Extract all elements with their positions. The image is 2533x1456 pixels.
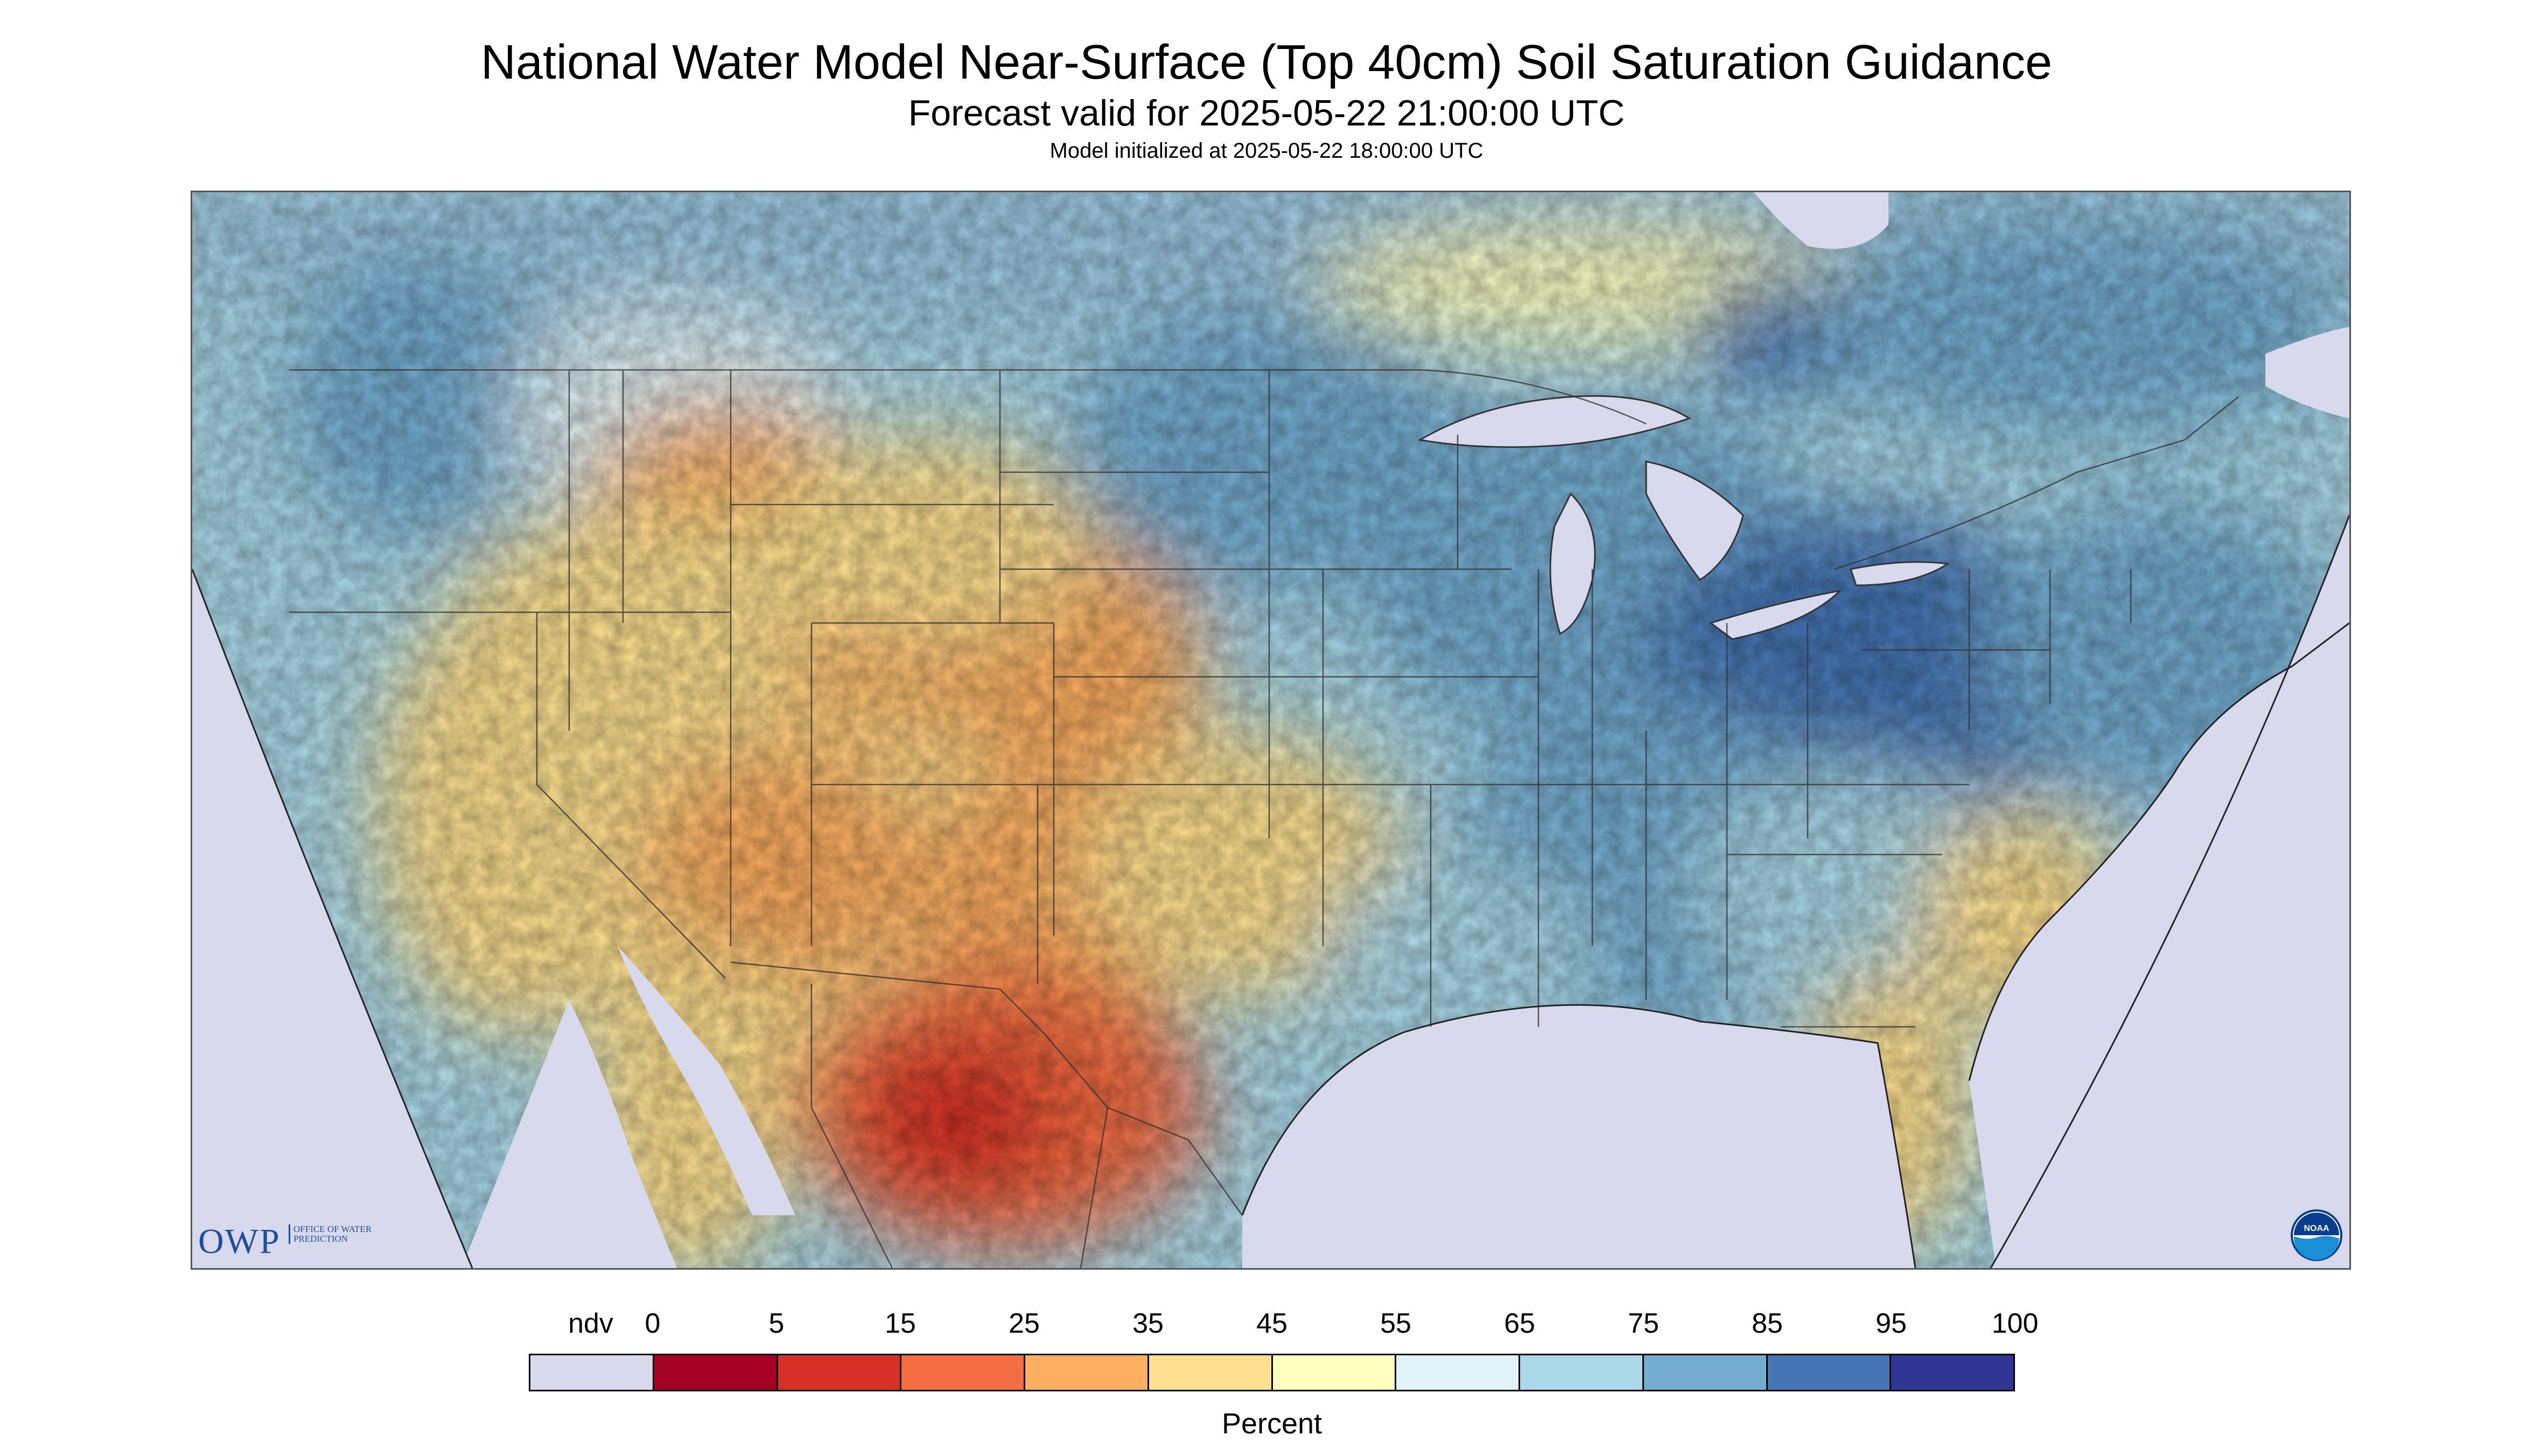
legend-tick-label: 15 xyxy=(885,1308,916,1339)
legend-tick-label: 95 xyxy=(1876,1308,1907,1339)
color-legend: ndv 0 5 15 25 35 45 55 65 75 85 95 100 Percent xyxy=(529,1307,2038,1447)
legend-units: Percent xyxy=(1221,1408,1323,1440)
legend-color-bar xyxy=(529,1354,2015,1391)
legend-label-ndv: ndv xyxy=(568,1308,613,1339)
legend-swatch xyxy=(654,1355,778,1390)
model-init-time: Model initialized at 2025-05-22 18:00:00… xyxy=(1049,139,1484,163)
noaa-logo-text: NOAA xyxy=(2304,1224,2329,1233)
legend-swatch xyxy=(1025,1355,1149,1390)
noaa-logo-icon: NOAA xyxy=(2290,1208,2343,1262)
lake-superior xyxy=(1417,395,1691,448)
legend-swatch xyxy=(530,1355,654,1390)
legend-tick-label: 45 xyxy=(1256,1308,1288,1339)
legend-tick-label: 25 xyxy=(1009,1308,1040,1339)
owp-logo-subtext: OFFICE OF WATER PREDICTION xyxy=(289,1224,385,1244)
gulf-of-mexico xyxy=(1242,1005,1915,1268)
gulf-of-california xyxy=(618,946,795,1215)
legend-tick-label: 35 xyxy=(1132,1308,1164,1339)
legend-tick-label: 55 xyxy=(1380,1308,1411,1339)
legend-tick-label: 0 xyxy=(645,1308,661,1339)
hudson-bay xyxy=(1754,192,1888,249)
legend-tick-label: 75 xyxy=(1628,1308,1659,1339)
lake-erie xyxy=(1709,589,1843,640)
legend-tick-label: 85 xyxy=(1752,1308,1783,1339)
map-title: National Water Model Near-Surface (Top 4… xyxy=(480,36,2052,89)
legend-tick-label: 100 xyxy=(1991,1308,2039,1339)
owp-logo-text: OWP xyxy=(198,1222,281,1261)
political-borders xyxy=(289,369,2239,1268)
legend-swatch xyxy=(1891,1355,2013,1390)
legend-tick-label: 5 xyxy=(768,1308,785,1339)
legend-swatch xyxy=(1520,1355,1644,1390)
lake-michigan xyxy=(1549,492,1596,635)
legend-swatch xyxy=(1643,1355,1768,1390)
lake-huron xyxy=(1645,460,1744,582)
owp-logo: OWP OFFICE OF WATER PREDICTION xyxy=(198,1219,372,1262)
pacific-baja xyxy=(461,1000,677,1268)
forecast-valid-time: Forecast valid for 2025-05-22 21:00:00 U… xyxy=(908,93,1625,134)
legend-swatch xyxy=(1272,1355,1397,1390)
legend-swatch xyxy=(1396,1355,1520,1390)
legend-swatch xyxy=(1767,1355,1892,1390)
legend-tick-label: 65 xyxy=(1504,1308,1535,1339)
legend-swatch xyxy=(901,1355,1025,1390)
lake-ontario xyxy=(1850,561,1950,586)
gulf-st-lawrence xyxy=(2265,327,2349,418)
soil-saturation-map xyxy=(191,191,2351,1270)
coastlines xyxy=(192,515,2349,1268)
legend-swatch xyxy=(778,1355,902,1390)
legend-swatch xyxy=(1149,1355,1273,1390)
